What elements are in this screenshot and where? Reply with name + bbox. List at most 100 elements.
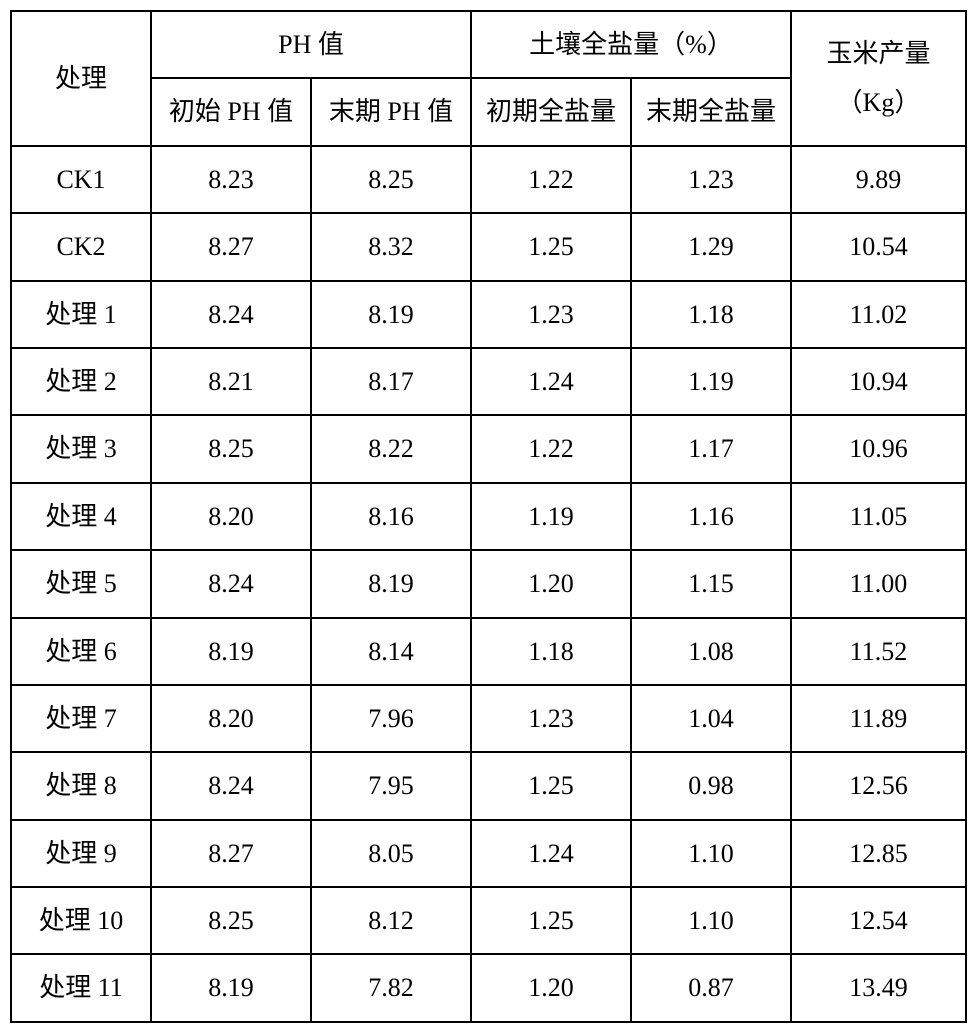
cell-yield: 11.05 <box>791 483 966 550</box>
cell-ph-initial: 8.20 <box>151 483 311 550</box>
cell-ph-final: 8.25 <box>311 146 471 213</box>
cell-salt-initial: 1.23 <box>471 281 631 348</box>
cell-ph-final: 8.19 <box>311 281 471 348</box>
cell-ph-initial: 8.21 <box>151 348 311 415</box>
table-row: CK1 8.23 8.25 1.22 1.23 9.89 <box>11 146 966 213</box>
header-treatment: 处理 <box>11 11 151 146</box>
cell-salt-final: 1.23 <box>631 146 791 213</box>
cell-yield: 11.00 <box>791 550 966 617</box>
cell-yield: 12.54 <box>791 887 966 954</box>
header-row-1: 处理 PH 值 土壤全盐量（%） 玉米产量（Kg） <box>11 11 966 78</box>
cell-ph-initial: 8.24 <box>151 281 311 348</box>
cell-salt-final: 1.04 <box>631 685 791 752</box>
cell-ph-initial: 8.27 <box>151 213 311 280</box>
cell-yield: 9.89 <box>791 146 966 213</box>
table-row: 处理 9 8.27 8.05 1.24 1.10 12.85 <box>11 820 966 887</box>
cell-salt-initial: 1.20 <box>471 954 631 1021</box>
cell-salt-final: 1.10 <box>631 820 791 887</box>
header-salt-initial: 初期全盐量 <box>471 78 631 145</box>
header-ph-final: 末期 PH 值 <box>311 78 471 145</box>
table-row: 处理 11 8.19 7.82 1.20 0.87 13.49 <box>11 954 966 1021</box>
table-row: 处理 3 8.25 8.22 1.22 1.17 10.96 <box>11 415 966 482</box>
cell-salt-initial: 1.19 <box>471 483 631 550</box>
cell-ph-final: 8.14 <box>311 618 471 685</box>
cell-salt-initial: 1.23 <box>471 685 631 752</box>
cell-treatment: 处理 4 <box>11 483 151 550</box>
cell-salt-initial: 1.22 <box>471 415 631 482</box>
cell-ph-initial: 8.19 <box>151 618 311 685</box>
cell-ph-final: 8.16 <box>311 483 471 550</box>
table-row: 处理 7 8.20 7.96 1.23 1.04 11.89 <box>11 685 966 752</box>
cell-ph-initial: 8.24 <box>151 550 311 617</box>
table-body: CK1 8.23 8.25 1.22 1.23 9.89 CK2 8.27 8.… <box>11 146 966 1022</box>
cell-treatment: 处理 1 <box>11 281 151 348</box>
table-row: 处理 2 8.21 8.17 1.24 1.19 10.94 <box>11 348 966 415</box>
cell-ph-initial: 8.19 <box>151 954 311 1021</box>
cell-salt-initial: 1.18 <box>471 618 631 685</box>
cell-yield: 12.85 <box>791 820 966 887</box>
cell-ph-final: 8.05 <box>311 820 471 887</box>
cell-treatment: CK1 <box>11 146 151 213</box>
cell-ph-initial: 8.23 <box>151 146 311 213</box>
cell-ph-final: 8.19 <box>311 550 471 617</box>
cell-salt-initial: 1.24 <box>471 348 631 415</box>
cell-salt-final: 0.98 <box>631 752 791 819</box>
cell-ph-final: 8.22 <box>311 415 471 482</box>
cell-salt-final: 1.18 <box>631 281 791 348</box>
header-salt-group: 土壤全盐量（%） <box>471 11 791 78</box>
header-yield: 玉米产量（Kg） <box>791 11 966 146</box>
cell-salt-final: 1.10 <box>631 887 791 954</box>
cell-salt-final: 1.16 <box>631 483 791 550</box>
cell-treatment: 处理 7 <box>11 685 151 752</box>
cell-treatment: 处理 2 <box>11 348 151 415</box>
cell-salt-final: 1.15 <box>631 550 791 617</box>
table-row: 处理 1 8.24 8.19 1.23 1.18 11.02 <box>11 281 966 348</box>
header-salt-final: 末期全盐量 <box>631 78 791 145</box>
cell-treatment: 处理 9 <box>11 820 151 887</box>
table-row: CK2 8.27 8.32 1.25 1.29 10.54 <box>11 213 966 280</box>
table-row: 处理 4 8.20 8.16 1.19 1.16 11.05 <box>11 483 966 550</box>
table-row: 处理 10 8.25 8.12 1.25 1.10 12.54 <box>11 887 966 954</box>
cell-treatment: 处理 6 <box>11 618 151 685</box>
cell-treatment: 处理 3 <box>11 415 151 482</box>
cell-salt-initial: 1.24 <box>471 820 631 887</box>
cell-ph-initial: 8.24 <box>151 752 311 819</box>
table-row: 处理 5 8.24 8.19 1.20 1.15 11.00 <box>11 550 966 617</box>
table-header: 处理 PH 值 土壤全盐量（%） 玉米产量（Kg） 初始 PH 值 末期 PH … <box>11 11 966 146</box>
cell-ph-final: 8.12 <box>311 887 471 954</box>
cell-salt-final: 1.17 <box>631 415 791 482</box>
header-ph-initial: 初始 PH 值 <box>151 78 311 145</box>
cell-salt-initial: 1.25 <box>471 213 631 280</box>
cell-salt-final: 0.87 <box>631 954 791 1021</box>
cell-salt-initial: 1.25 <box>471 887 631 954</box>
cell-yield: 11.02 <box>791 281 966 348</box>
cell-yield: 12.56 <box>791 752 966 819</box>
table-row: 处理 6 8.19 8.14 1.18 1.08 11.52 <box>11 618 966 685</box>
cell-yield: 10.94 <box>791 348 966 415</box>
cell-treatment: 处理 5 <box>11 550 151 617</box>
cell-ph-initial: 8.27 <box>151 820 311 887</box>
cell-ph-initial: 8.20 <box>151 685 311 752</box>
header-ph-group: PH 值 <box>151 11 471 78</box>
cell-ph-initial: 8.25 <box>151 415 311 482</box>
cell-salt-initial: 1.25 <box>471 752 631 819</box>
cell-yield: 11.89 <box>791 685 966 752</box>
cell-yield: 10.96 <box>791 415 966 482</box>
cell-treatment: 处理 10 <box>11 887 151 954</box>
cell-salt-final: 1.08 <box>631 618 791 685</box>
cell-salt-initial: 1.20 <box>471 550 631 617</box>
cell-yield: 11.52 <box>791 618 966 685</box>
cell-treatment: CK2 <box>11 213 151 280</box>
cell-ph-final: 8.32 <box>311 213 471 280</box>
cell-treatment: 处理 8 <box>11 752 151 819</box>
cell-salt-final: 1.29 <box>631 213 791 280</box>
cell-treatment: 处理 11 <box>11 954 151 1021</box>
cell-yield: 10.54 <box>791 213 966 280</box>
cell-ph-final: 7.82 <box>311 954 471 1021</box>
cell-ph-final: 8.17 <box>311 348 471 415</box>
cell-ph-final: 7.96 <box>311 685 471 752</box>
cell-ph-final: 7.95 <box>311 752 471 819</box>
cell-salt-final: 1.19 <box>631 348 791 415</box>
data-table: 处理 PH 值 土壤全盐量（%） 玉米产量（Kg） 初始 PH 值 末期 PH … <box>10 10 967 1023</box>
cell-ph-initial: 8.25 <box>151 887 311 954</box>
